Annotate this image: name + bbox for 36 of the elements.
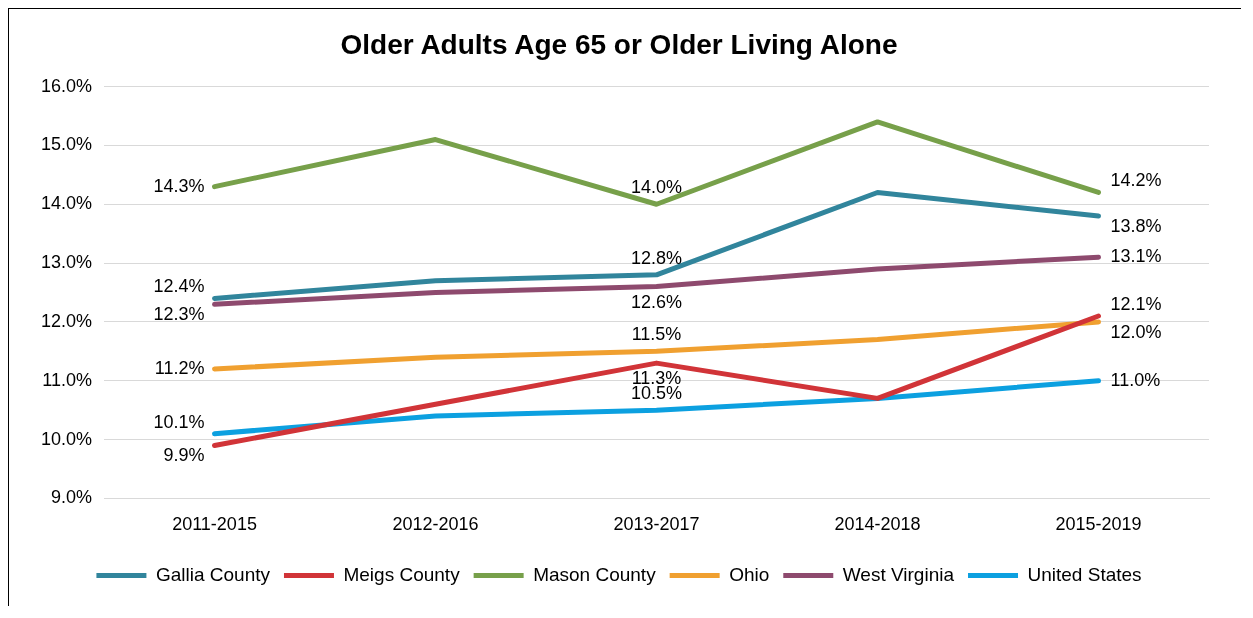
data-label: 13.8% (1110, 215, 1162, 236)
y-tick-label: 9.0% (51, 487, 93, 508)
data-label: 12.8% (631, 247, 683, 268)
data-label: 14.3% (153, 175, 205, 196)
data-label: 9.9% (163, 445, 205, 466)
legend-label: Gallia County (155, 563, 271, 585)
data-label: 12.6% (631, 291, 683, 312)
y-tick-label: 16.0% (40, 75, 93, 96)
legend-label: Meigs County (343, 563, 461, 585)
data-label: 11.2% (154, 357, 205, 378)
data-label: 12.4% (153, 276, 205, 297)
legend-label: United States (1027, 563, 1142, 585)
x-tick-label: 2012-2016 (392, 514, 479, 535)
x-tick-label: 2013-2017 (613, 514, 700, 535)
y-tick-label: 13.0% (40, 252, 93, 273)
data-label: 12.1% (1110, 294, 1162, 314)
x-tick-label: 2011-2015 (172, 514, 257, 535)
x-tick-label: 2014-2018 (834, 514, 921, 535)
chart-title: Older Adults Age 65 or Older Living Alone (340, 28, 898, 60)
y-tick-label: 10.0% (40, 428, 93, 449)
x-tick-label: 2015-2019 (1055, 514, 1142, 535)
legend-label: West Virginia (842, 563, 955, 585)
data-label: 12.3% (153, 304, 205, 325)
data-label: 12.0% (1110, 321, 1162, 342)
data-label: 10.1% (153, 411, 205, 432)
legend-label: Mason County (533, 563, 657, 585)
y-tick-label: 12.0% (40, 310, 93, 331)
data-label: 13.1% (1110, 246, 1162, 267)
data-label: 14.2% (1110, 170, 1162, 191)
y-tick-label: 14.0% (40, 193, 93, 214)
data-label: 11.0% (1110, 369, 1161, 390)
data-label: 14.0% (631, 177, 683, 198)
y-tick-label: 15.0% (40, 134, 93, 155)
data-label: 11.5% (631, 324, 682, 345)
y-tick-label: 11.0% (42, 369, 93, 390)
legend-label: Ohio (729, 563, 770, 585)
